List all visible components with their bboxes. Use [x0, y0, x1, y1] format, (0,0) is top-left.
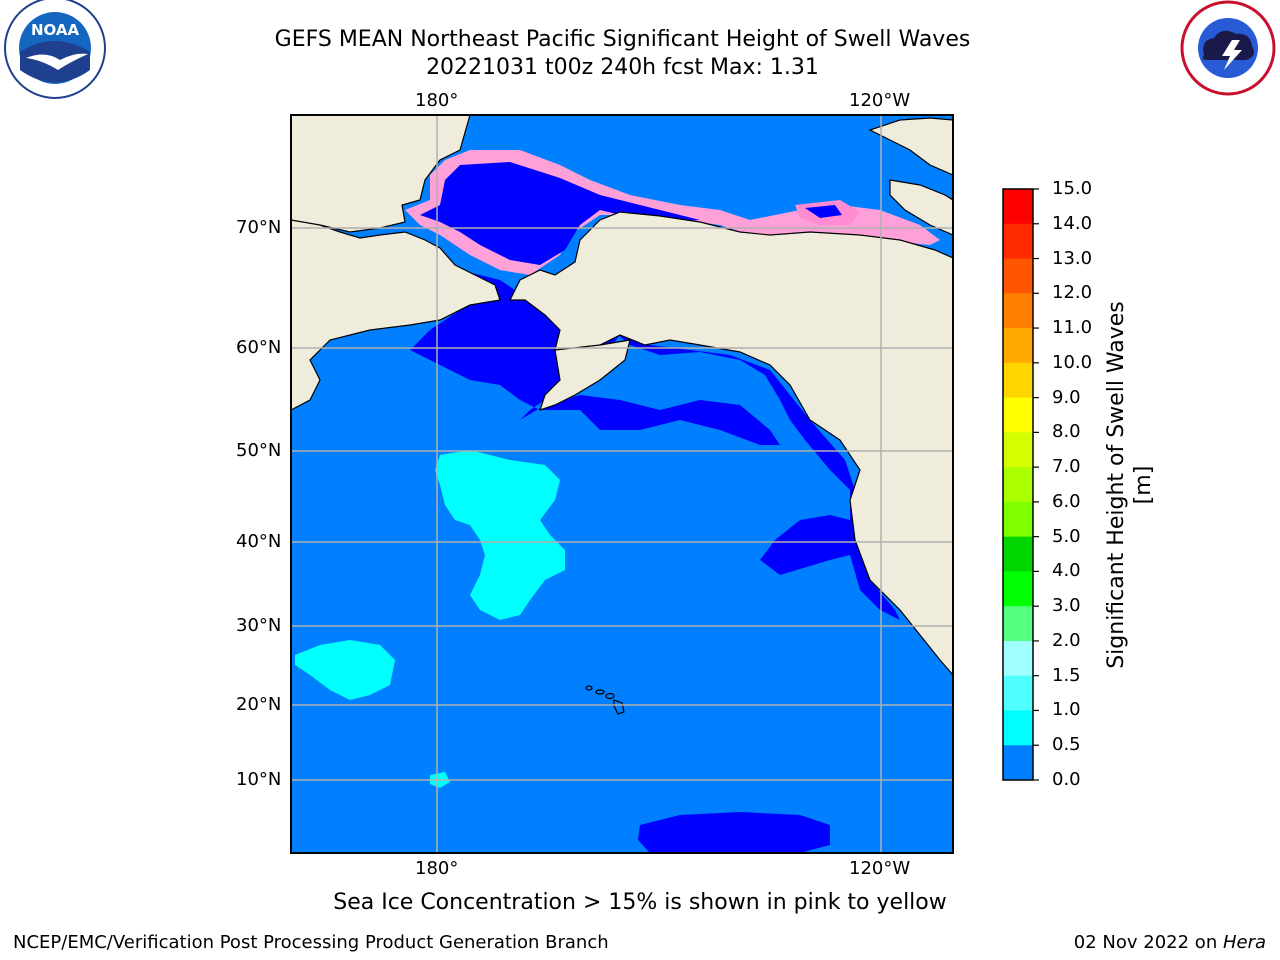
- colorbar-band: [1003, 675, 1033, 711]
- colorbar-band: [1003, 640, 1033, 677]
- chart-subtitle: 20221031 t00z 240h fcst Max: 1.31: [426, 55, 819, 80]
- colorbar-tick-label: 6.0: [1052, 490, 1081, 512]
- colorbar-band: [1003, 710, 1033, 746]
- lon-label-top-180: 180°: [415, 90, 459, 111]
- swell-cyan-region-central: [435, 450, 565, 620]
- colorbar-tick-label: 14.0: [1052, 212, 1093, 234]
- low-swell-region-south: [638, 812, 830, 853]
- colorbar-tick-label: 11.0: [1052, 317, 1093, 339]
- colorbar-tick-label: 9.0: [1052, 386, 1081, 408]
- colorbar-band: [1003, 258, 1033, 294]
- colorbar-tick-label: 8.0: [1052, 421, 1081, 443]
- hawaii-islands: [585, 685, 625, 715]
- land-alaska-peninsula: [539, 339, 631, 411]
- lat-label-50n: 50°N: [236, 440, 282, 461]
- land-siberia: [291, 115, 501, 411]
- lon-label-top-120w: 120°W: [849, 90, 911, 111]
- colorbar-band: [1003, 189, 1033, 225]
- colorbar-tick-label: 7.0: [1052, 456, 1081, 478]
- swell-cyan-region-west: [295, 640, 395, 700]
- nws-logo: [1180, 0, 1276, 96]
- lon-label-bottom-120w: 120°W: [849, 858, 911, 879]
- colorbar-band: [1003, 571, 1033, 607]
- noaa-logo: NOAA: [4, 0, 106, 99]
- colorbar-tick-label: 12.0: [1052, 282, 1093, 304]
- low-swell-region-north: [410, 270, 900, 620]
- map-area: [291, 115, 953, 853]
- colorbar-tick-label: 5.0: [1052, 525, 1081, 547]
- colorbar-tick-label: 0.0: [1052, 769, 1081, 790]
- colorbar-band: [1003, 536, 1033, 572]
- lat-label-20n: 20°N: [236, 694, 282, 715]
- lon-label-bottom-180: 180°: [415, 858, 459, 879]
- map-frame: [290, 114, 954, 854]
- colorbar-tick-label: 1.0: [1052, 699, 1081, 721]
- footer-date: 02 Nov 2022 on: [1073, 932, 1223, 953]
- land-alaska-canada: [509, 115, 953, 676]
- colorbar-band: [1003, 397, 1033, 433]
- colorbar-tick-label: 15.0: [1052, 178, 1093, 199]
- lat-label-40n: 40°N: [236, 531, 282, 552]
- noaa-logo-text: NOAA: [31, 21, 80, 39]
- lat-label-30n: 30°N: [236, 615, 282, 636]
- colorbar-tick-label: 1.5: [1052, 664, 1081, 686]
- colorbar-tick-label: 10.0: [1052, 351, 1093, 373]
- land-arctic-islands: [868, 117, 953, 176]
- footer-right: 02 Nov 2022 on Hera: [1074, 932, 1266, 953]
- land-arctic-islands-2: [889, 179, 953, 236]
- colorbar-band: [1003, 293, 1033, 329]
- map-grid: [291, 115, 953, 853]
- chart-title: GEFS MEAN Northeast Pacific Significant …: [274, 27, 971, 52]
- colorbar-band: [1003, 467, 1033, 503]
- lat-label-60n: 60°N: [236, 337, 282, 358]
- beaufort-open-water: [805, 205, 842, 218]
- colorbar-band: [1003, 362, 1033, 399]
- arctic-open-water: [420, 162, 700, 265]
- colorbar-tick-label: 13.0: [1052, 247, 1093, 269]
- colorbar-tick-label: 3.0: [1052, 595, 1081, 617]
- colorbar-frame: [1002, 188, 1034, 781]
- land-chukotka-arctic: [291, 115, 471, 233]
- lat-label-70n: 70°N: [236, 217, 282, 238]
- colorbar-label: Significant Height of Swell Waves [m]: [1104, 301, 1156, 669]
- footer-host: Hera: [1222, 932, 1266, 953]
- colorbar-band: [1003, 328, 1033, 364]
- colorbar: [1003, 188, 1039, 781]
- colorbar-band: [1003, 501, 1033, 538]
- colorbar-band: [1003, 432, 1033, 468]
- lat-label-10n: 10°N: [236, 769, 282, 790]
- colorbar-band: [1003, 223, 1033, 260]
- sea-ice-caption: Sea Ice Concentration > 15% is shown in …: [333, 890, 947, 915]
- colorbar-tick-label: 2.0: [1052, 629, 1081, 651]
- colorbar-band: [1003, 745, 1033, 781]
- colorbar-tick-label: 4.0: [1052, 560, 1081, 582]
- colorbar-tick-label: 0.5: [1052, 734, 1081, 756]
- footer-left: NCEP/EMC/Verification Post Processing Pr…: [13, 932, 609, 953]
- colorbar-band: [1003, 606, 1033, 642]
